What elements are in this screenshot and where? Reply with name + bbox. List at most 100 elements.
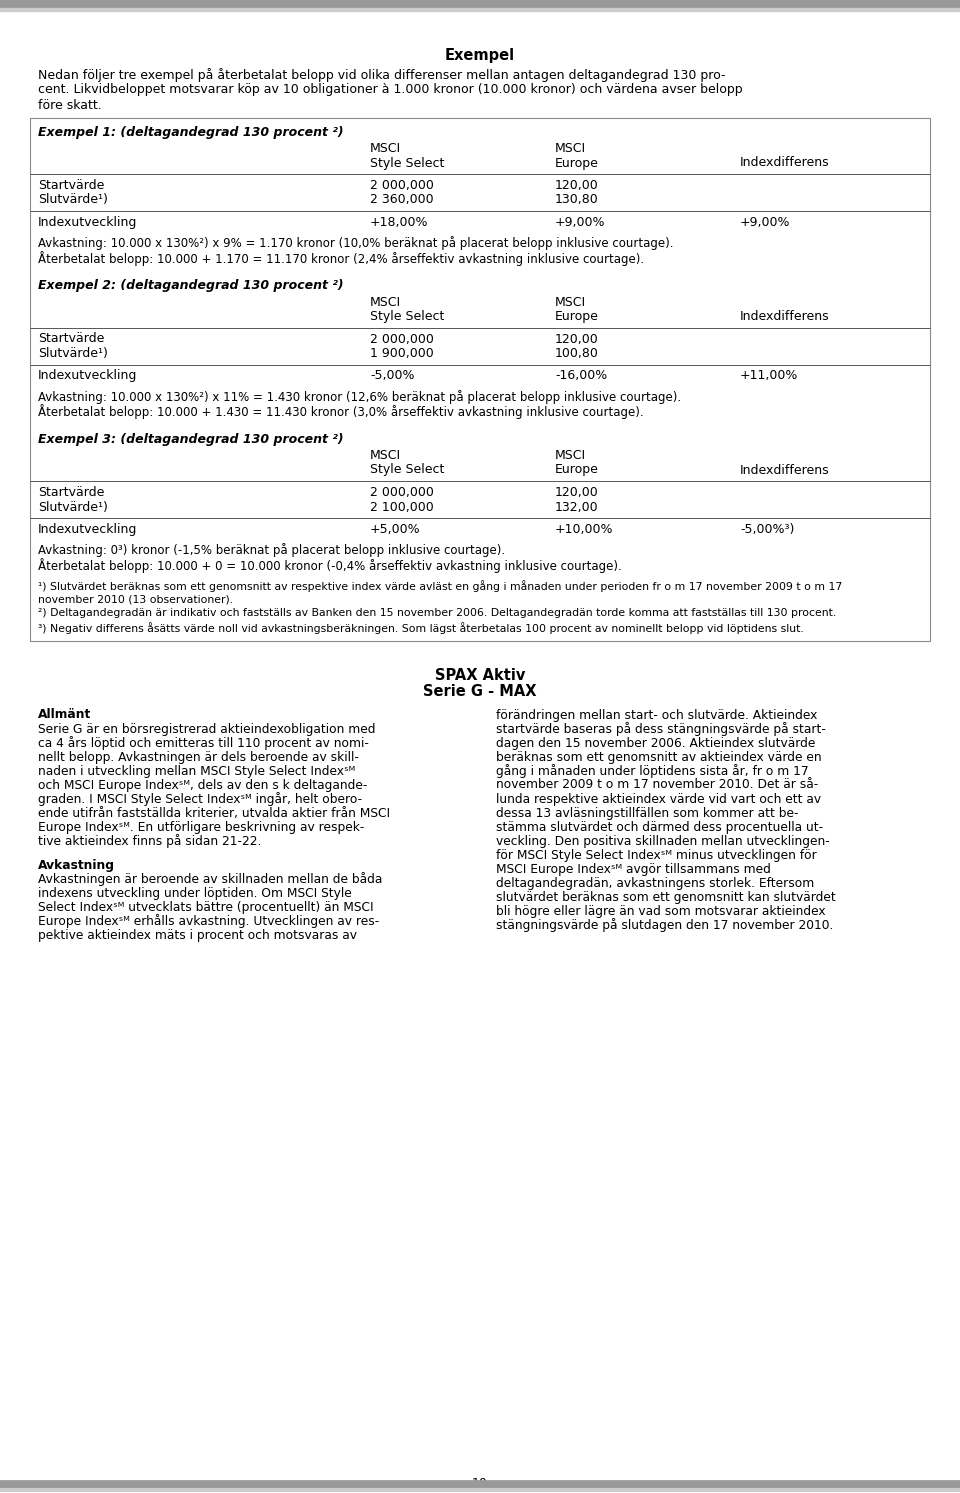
Text: Indexdifferens: Indexdifferens [740, 157, 829, 170]
Text: Allmänt: Allmänt [38, 709, 91, 721]
Text: 120,00: 120,00 [555, 487, 599, 499]
Text: Startvärde: Startvärde [38, 487, 105, 499]
Text: 130,80: 130,80 [555, 194, 599, 206]
Text: Europe: Europe [555, 311, 599, 322]
Text: bli högre eller lägre än vad som motsvarar aktieindex: bli högre eller lägre än vad som motsvar… [496, 905, 826, 918]
Text: +5,00%: +5,00% [370, 523, 420, 536]
Text: MSCI: MSCI [555, 296, 587, 309]
Text: -16,00%: -16,00% [555, 369, 608, 382]
Text: Exempel: Exempel [444, 48, 516, 63]
Text: Startvärde: Startvärde [38, 179, 105, 193]
Text: Select Indexˢᴹ utvecklats bättre (procentuellt) än MSCI: Select Indexˢᴹ utvecklats bättre (procen… [38, 900, 373, 914]
Text: Indexdifferens: Indexdifferens [740, 311, 829, 322]
Text: 2 000,000: 2 000,000 [370, 179, 434, 193]
Bar [0, 0, 960, 7]
Text: -5,00%: -5,00% [370, 369, 415, 382]
Text: MSCI: MSCI [370, 449, 401, 461]
Text: +11,00%: +11,00% [740, 369, 799, 382]
Text: 2 000,000: 2 000,000 [370, 487, 434, 499]
Text: ²) Deltagandegradän är indikativ och fastställs av Banken den 15 november 2006. : ²) Deltagandegradän är indikativ och fas… [38, 609, 836, 618]
Text: stämma slutvärdet och därmed dess procentuella ut-: stämma slutvärdet och därmed dess procen… [496, 821, 823, 833]
Text: Serie G är en börsregistrerad aktieindexobligation med: Serie G är en börsregistrerad aktieindex… [38, 723, 375, 736]
Text: gång i månaden under löptidens sista år, fr o m 17: gång i månaden under löptidens sista år,… [496, 764, 808, 778]
Text: 120,00: 120,00 [555, 333, 599, 345]
Text: Europe: Europe [555, 463, 599, 476]
Text: lunda respektive aktieindex värde vid vart och ett av: lunda respektive aktieindex värde vid va… [496, 793, 821, 806]
Text: Avkastning: 10.000 x 130%²) x 11% = 1.430 kronor (12,6% beräknat på placerat bel: Avkastning: 10.000 x 130%²) x 11% = 1.43… [38, 390, 682, 405]
Text: Avkastning: Avkastning [38, 858, 115, 872]
Text: dessa 13 avläsningstillfällen som kommer att be-: dessa 13 avläsningstillfällen som kommer… [496, 806, 799, 820]
Text: MSCI: MSCI [555, 142, 587, 155]
Text: beräknas som ett genomsnitt av aktieindex värde en: beräknas som ett genomsnitt av aktieinde… [496, 751, 822, 763]
Text: Slutvärde¹): Slutvärde¹) [38, 346, 108, 360]
Text: Återbetalat belopp: 10.000 + 1.170 = 11.170 kronor (2,4% årseffektiv avkastning : Återbetalat belopp: 10.000 + 1.170 = 11.… [38, 251, 644, 266]
Text: Europe: Europe [555, 157, 599, 170]
Text: Indexutveckling: Indexutveckling [38, 523, 137, 536]
Text: november 2010 (13 observationer).: november 2010 (13 observationer). [38, 594, 233, 605]
Text: +9,00%: +9,00% [740, 216, 790, 228]
Text: Indexutveckling: Indexutveckling [38, 369, 137, 382]
Text: november 2009 t o m 17 november 2010. Det är så-: november 2009 t o m 17 november 2010. De… [496, 778, 818, 791]
Text: Style Select: Style Select [370, 157, 444, 170]
Text: Startvärde: Startvärde [38, 333, 105, 345]
Text: tive aktieindex finns på sidan 21-22.: tive aktieindex finns på sidan 21-22. [38, 835, 261, 848]
Text: -5,00%³): -5,00%³) [740, 523, 794, 536]
Text: MSCI: MSCI [370, 142, 401, 155]
Text: 2 360,000: 2 360,000 [370, 194, 434, 206]
Text: Avkastning: 0³) kronor (-1,5% beräknat på placerat belopp inklusive courtage).: Avkastning: 0³) kronor (-1,5% beräknat p… [38, 543, 505, 557]
Text: +10,00%: +10,00% [555, 523, 613, 536]
Text: Exempel 2: (deltagandegrad 130 procent ²): Exempel 2: (deltagandegrad 130 procent ²… [38, 279, 344, 293]
Text: indexens utveckling under löptiden. Om MSCI Style: indexens utveckling under löptiden. Om M… [38, 887, 351, 899]
Text: naden i utveckling mellan MSCI Style Select Indexˢᴹ: naden i utveckling mellan MSCI Style Sel… [38, 764, 355, 778]
Text: graden. I MSCI Style Select Indexˢᴹ ingår, helt obero-: graden. I MSCI Style Select Indexˢᴹ ingå… [38, 793, 362, 806]
Text: Style Select: Style Select [370, 463, 444, 476]
Text: Indexdifferens: Indexdifferens [740, 463, 829, 476]
Text: Slutvärde¹): Slutvärde¹) [38, 194, 108, 206]
Text: MSCI: MSCI [370, 296, 401, 309]
Text: +18,00%: +18,00% [370, 216, 428, 228]
Text: pektive aktieindex mäts i procent och motsvaras av: pektive aktieindex mäts i procent och mo… [38, 929, 357, 942]
Text: Återbetalat belopp: 10.000 + 0 = 10.000 kronor (-0,4% årseffektiv avkastning ink: Återbetalat belopp: 10.000 + 0 = 10.000 … [38, 558, 622, 573]
Text: Exempel 3: (deltagandegrad 130 procent ²): Exempel 3: (deltagandegrad 130 procent ²… [38, 433, 344, 446]
Text: 2 000,000: 2 000,000 [370, 333, 434, 345]
Text: ca 4 års löptid och emitteras till 110 procent av nomi-: ca 4 års löptid och emitteras till 110 p… [38, 736, 369, 751]
Bar [30, 118, 930, 640]
Text: Avkastning: 10.000 x 130%²) x 9% = 1.170 kronor (10,0% beräknat på placerat belo: Avkastning: 10.000 x 130%²) x 9% = 1.170… [38, 236, 674, 251]
Text: 10: 10 [472, 1477, 488, 1490]
Text: ¹) Slutvärdet beräknas som ett genomsnitt av respektive index värde avläst en gå: ¹) Slutvärdet beräknas som ett genomsnit… [38, 581, 842, 593]
Text: före skatt.: före skatt. [38, 99, 102, 112]
Text: Europe Indexˢᴹ. En utförligare beskrivning av respek-: Europe Indexˢᴹ. En utförligare beskrivni… [38, 821, 365, 833]
Text: och MSCI Europe Indexˢᴹ, dels av den s k deltagande-: och MSCI Europe Indexˢᴹ, dels av den s k… [38, 778, 368, 791]
Text: dagen den 15 november 2006. Aktieindex slutvärde: dagen den 15 november 2006. Aktieindex s… [496, 736, 815, 749]
Text: MSCI Europe Indexˢᴹ avgör tillsammans med: MSCI Europe Indexˢᴹ avgör tillsammans me… [496, 863, 771, 875]
Text: Nedan följer tre exempel på återbetalat belopp vid olika differenser mellan anta: Nedan följer tre exempel på återbetalat … [38, 69, 726, 82]
Bar [0, 7, 960, 10]
Text: ³) Negativ differens åsätts värde noll vid avkastningsberäkningen. Som lägst åte: ³) Negativ differens åsätts värde noll v… [38, 623, 804, 635]
Text: för MSCI Style Select Indexˢᴹ minus utvecklingen för: för MSCI Style Select Indexˢᴹ minus utve… [496, 848, 817, 861]
Text: Indexutveckling: Indexutveckling [38, 216, 137, 228]
Text: veckling. Den positiva skillnaden mellan utvecklingen-: veckling. Den positiva skillnaden mellan… [496, 835, 829, 848]
Text: Exempel 1: (deltagandegrad 130 procent ²): Exempel 1: (deltagandegrad 130 procent ²… [38, 125, 344, 139]
Text: 2 100,000: 2 100,000 [370, 500, 434, 514]
Text: cent. Likvidbeloppet motsvarar köp av 10 obligationer à 1.000 kronor (10.000 kro: cent. Likvidbeloppet motsvarar köp av 10… [38, 84, 743, 97]
Text: 100,80: 100,80 [555, 346, 599, 360]
Text: startvärde baseras på dess stängningsvärde på start-: startvärde baseras på dess stängningsvär… [496, 723, 826, 736]
Text: stängningsvärde på slutdagen den 17 november 2010.: stängningsvärde på slutdagen den 17 nove… [496, 918, 833, 933]
Text: Europe Indexˢᴹ erhålls avkastning. Utvecklingen av res-: Europe Indexˢᴹ erhålls avkastning. Utvec… [38, 915, 379, 929]
Text: 120,00: 120,00 [555, 179, 599, 193]
Text: nellt belopp. Avkastningen är dels beroende av skill-: nellt belopp. Avkastningen är dels beroe… [38, 751, 359, 763]
Text: deltagandegradän, avkastningens storlek. Eftersom: deltagandegradän, avkastningens storlek.… [496, 876, 814, 890]
Text: Style Select: Style Select [370, 311, 444, 322]
Text: förändringen mellan start- och slutvärde. Aktieindex: förändringen mellan start- och slutvärde… [496, 709, 817, 721]
Text: 1 900,000: 1 900,000 [370, 346, 434, 360]
Text: Serie G - MAX: Serie G - MAX [423, 684, 537, 700]
Text: ende utifrån fastställda kriterier, utvalda aktier från MSCI: ende utifrån fastställda kriterier, utva… [38, 806, 390, 820]
Text: slutvärdet beräknas som ett genomsnitt kan slutvärdet: slutvärdet beräknas som ett genomsnitt k… [496, 890, 836, 903]
Text: 132,00: 132,00 [555, 500, 599, 514]
Text: +9,00%: +9,00% [555, 216, 606, 228]
Text: Avkastningen är beroende av skillnaden mellan de båda: Avkastningen är beroende av skillnaden m… [38, 872, 382, 887]
Text: Slutvärde¹): Slutvärde¹) [38, 500, 108, 514]
Text: Återbetalat belopp: 10.000 + 1.430 = 11.430 kronor (3,0% årseffektiv avkastning : Återbetalat belopp: 10.000 + 1.430 = 11.… [38, 405, 643, 420]
Text: MSCI: MSCI [555, 449, 587, 461]
Text: SPAX Aktiv: SPAX Aktiv [435, 669, 525, 684]
